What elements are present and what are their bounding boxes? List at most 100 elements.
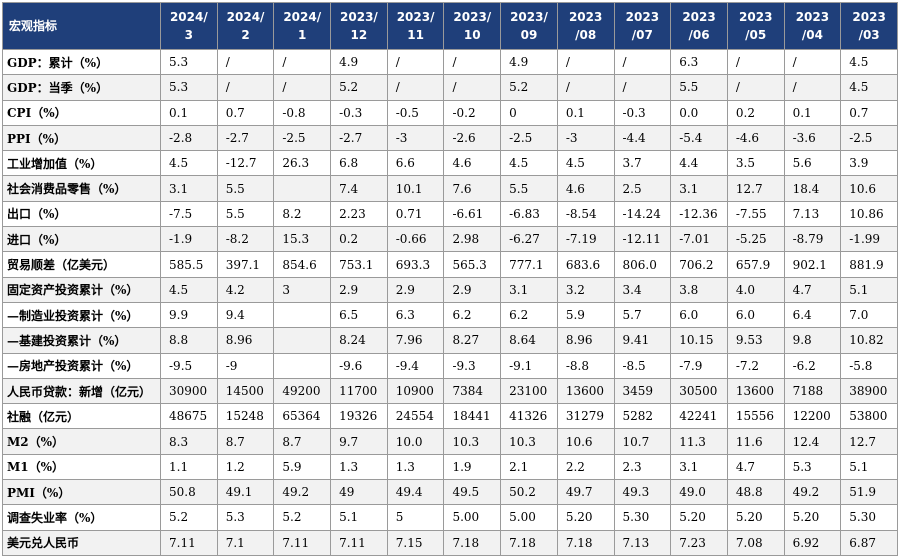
table-cell: 7.13 (613, 529, 672, 557)
table-cell: 0.2 (726, 99, 785, 126)
table-cell: -2.5 (273, 124, 332, 152)
table-row: 进口（%） -1.9 -8.2 15.3 0.2 -0.66 2.98 -6.27 -7.19-… (2, 226, 898, 253)
table-row: CPI（%） 0.1 0.7 -0.8 -0.3 -0.5 -0.2 0 0.1 -0.3 0.0 0… (2, 99, 898, 126)
period-header: 2023/08 (556, 2, 615, 50)
table-row: —基建投资累计（%） 8.8 8.96 8.24 7.96 8.27 8.64 8.96 9.4… (2, 327, 898, 354)
table-cell: 5.20 (670, 504, 728, 531)
table-cell: 3.4 (613, 276, 672, 303)
table-cell: 6.4 (783, 301, 842, 329)
table-row: PPI（%） -2.8 -2.7 -2.5 -2.7 -3 -2.6 -2.5 -3 -4.4 -5… (2, 124, 898, 152)
period-header-year: 2023 (568, 10, 603, 24)
table-cell: -2.7 (330, 124, 388, 152)
table-cell: 13600 (726, 377, 785, 405)
row-label: 工业增加值（%） (2, 150, 161, 177)
table-cell: 5282 (613, 403, 672, 430)
table-cell: 4.6 (556, 175, 615, 202)
period-header-month: 09 (520, 28, 538, 42)
period-header-year: 2023 (739, 10, 773, 24)
table-row: 社融（亿元） 48675 15248 65364 19326 24554 18441 4132… (2, 403, 898, 430)
table-cell: 14500 (216, 377, 275, 405)
table-cell: 8.24 (330, 327, 388, 354)
table-cell: -8.2 (216, 226, 275, 253)
row-label: —基建投资累计（%） (2, 327, 161, 354)
period-header-month: /04 (801, 28, 823, 42)
table-cell: 5.9 (273, 453, 332, 481)
table-cell: -7.9 (670, 352, 728, 379)
table-cell: 6.87 (840, 529, 898, 557)
table-cell: 8.3 (160, 428, 218, 455)
table-cell: 7188 (783, 377, 842, 405)
table-cell: 1.2 (216, 453, 275, 481)
table-cell: 2.5 (613, 175, 672, 202)
table-cell: 10.0 (386, 428, 445, 455)
table-cell: -4.4 (613, 124, 672, 152)
table-cell: 5.00 (500, 504, 558, 531)
table-cell: 50.8 (160, 479, 218, 506)
table-cell: 397.1 (216, 251, 275, 278)
table-cell: 2.98 (443, 226, 502, 253)
table-cell: 5.3 (783, 453, 842, 481)
table-cell: 5.30 (840, 504, 898, 531)
table-cell: -7.5 (160, 200, 218, 228)
table-cell: -1.99 (840, 226, 898, 253)
table-cell: -2.5 (500, 124, 558, 152)
table-cell: 5.5 (500, 175, 558, 202)
table-cell: 565.3 (443, 251, 502, 278)
table-cell: -14.24 (613, 200, 672, 228)
table-cell: 4.5 (500, 150, 558, 177)
table-cell: -5.8 (840, 352, 898, 379)
table-cell: / (726, 74, 785, 101)
table-cell: 3459 (613, 377, 672, 405)
table-cell: 11.3 (670, 428, 728, 455)
table-cell: 7.96 (386, 327, 445, 354)
table-cell: -6.83 (500, 200, 558, 228)
table-cell: 50.2 (500, 479, 558, 506)
table-cell: 49200 (273, 377, 332, 405)
table-cell: 9.41 (613, 327, 672, 354)
table-cell: 7.11 (273, 529, 332, 557)
table-cell: 6.5 (330, 301, 388, 329)
table-cell: 2.2 (556, 453, 615, 481)
table-cell: -0.3 (613, 99, 672, 126)
table-cell: -7.55 (726, 200, 785, 228)
table-cell: -8.79 (783, 226, 842, 253)
table-cell: -5.4 (670, 124, 728, 152)
table-cell: 41326 (500, 403, 558, 430)
table-cell: 51.9 (840, 479, 898, 506)
table-cell: 5.30 (613, 504, 672, 531)
table-cell: 5.3 (216, 504, 275, 531)
table-cell: 4.9 (500, 48, 558, 76)
table-cell: 0.7 (216, 99, 275, 126)
row-label: M1（%） (2, 453, 161, 481)
table-row: 社会消费品零售（%） 3.1 5.5 7.4 10.1 7.6 5.5 4.6 2.5 3.1 12… (2, 175, 898, 202)
table-cell: 3.1 (670, 453, 728, 481)
table-cell: 48.8 (726, 479, 785, 506)
table-cell: 5.6 (783, 150, 842, 177)
table-cell: 2.1 (500, 453, 558, 481)
table-cell (273, 175, 332, 202)
table-cell: 49.4 (386, 479, 445, 506)
table-cell: 0.1 (783, 99, 842, 126)
table-cell: 5.2 (273, 504, 332, 531)
table-row: GDP：当季（%） 5.3//5.2//5.2//5.5//4.5 (2, 74, 898, 101)
table-cell: -7.01 (670, 226, 728, 253)
table-cell: 10.6 (556, 428, 615, 455)
table-cell: / (216, 48, 275, 76)
table-cell: -1.9 (160, 226, 218, 253)
table-cell: / (613, 48, 672, 76)
table-cell: -9.1 (500, 352, 558, 379)
table-cell: 2.23 (330, 200, 388, 228)
table-cell: 0.2 (330, 226, 388, 253)
table-cell: / (443, 48, 502, 76)
table-cell: / (386, 74, 445, 101)
table-cell: 5 (386, 504, 445, 531)
table-cell: 8.2 (273, 200, 332, 228)
table-cell: 0.7 (840, 99, 898, 126)
period-header-year: 2024/ (226, 10, 265, 24)
table-row: 美元兑人民币 7.11 7.1 7.11 7.11 7.15 7.18 7.18 7.18 7.1… (2, 529, 898, 557)
table-cell: 10.3 (500, 428, 558, 455)
table-cell: 2.9 (443, 276, 502, 303)
table-cell: 4.5 (160, 150, 218, 177)
table-cell: 3.1 (500, 276, 558, 303)
